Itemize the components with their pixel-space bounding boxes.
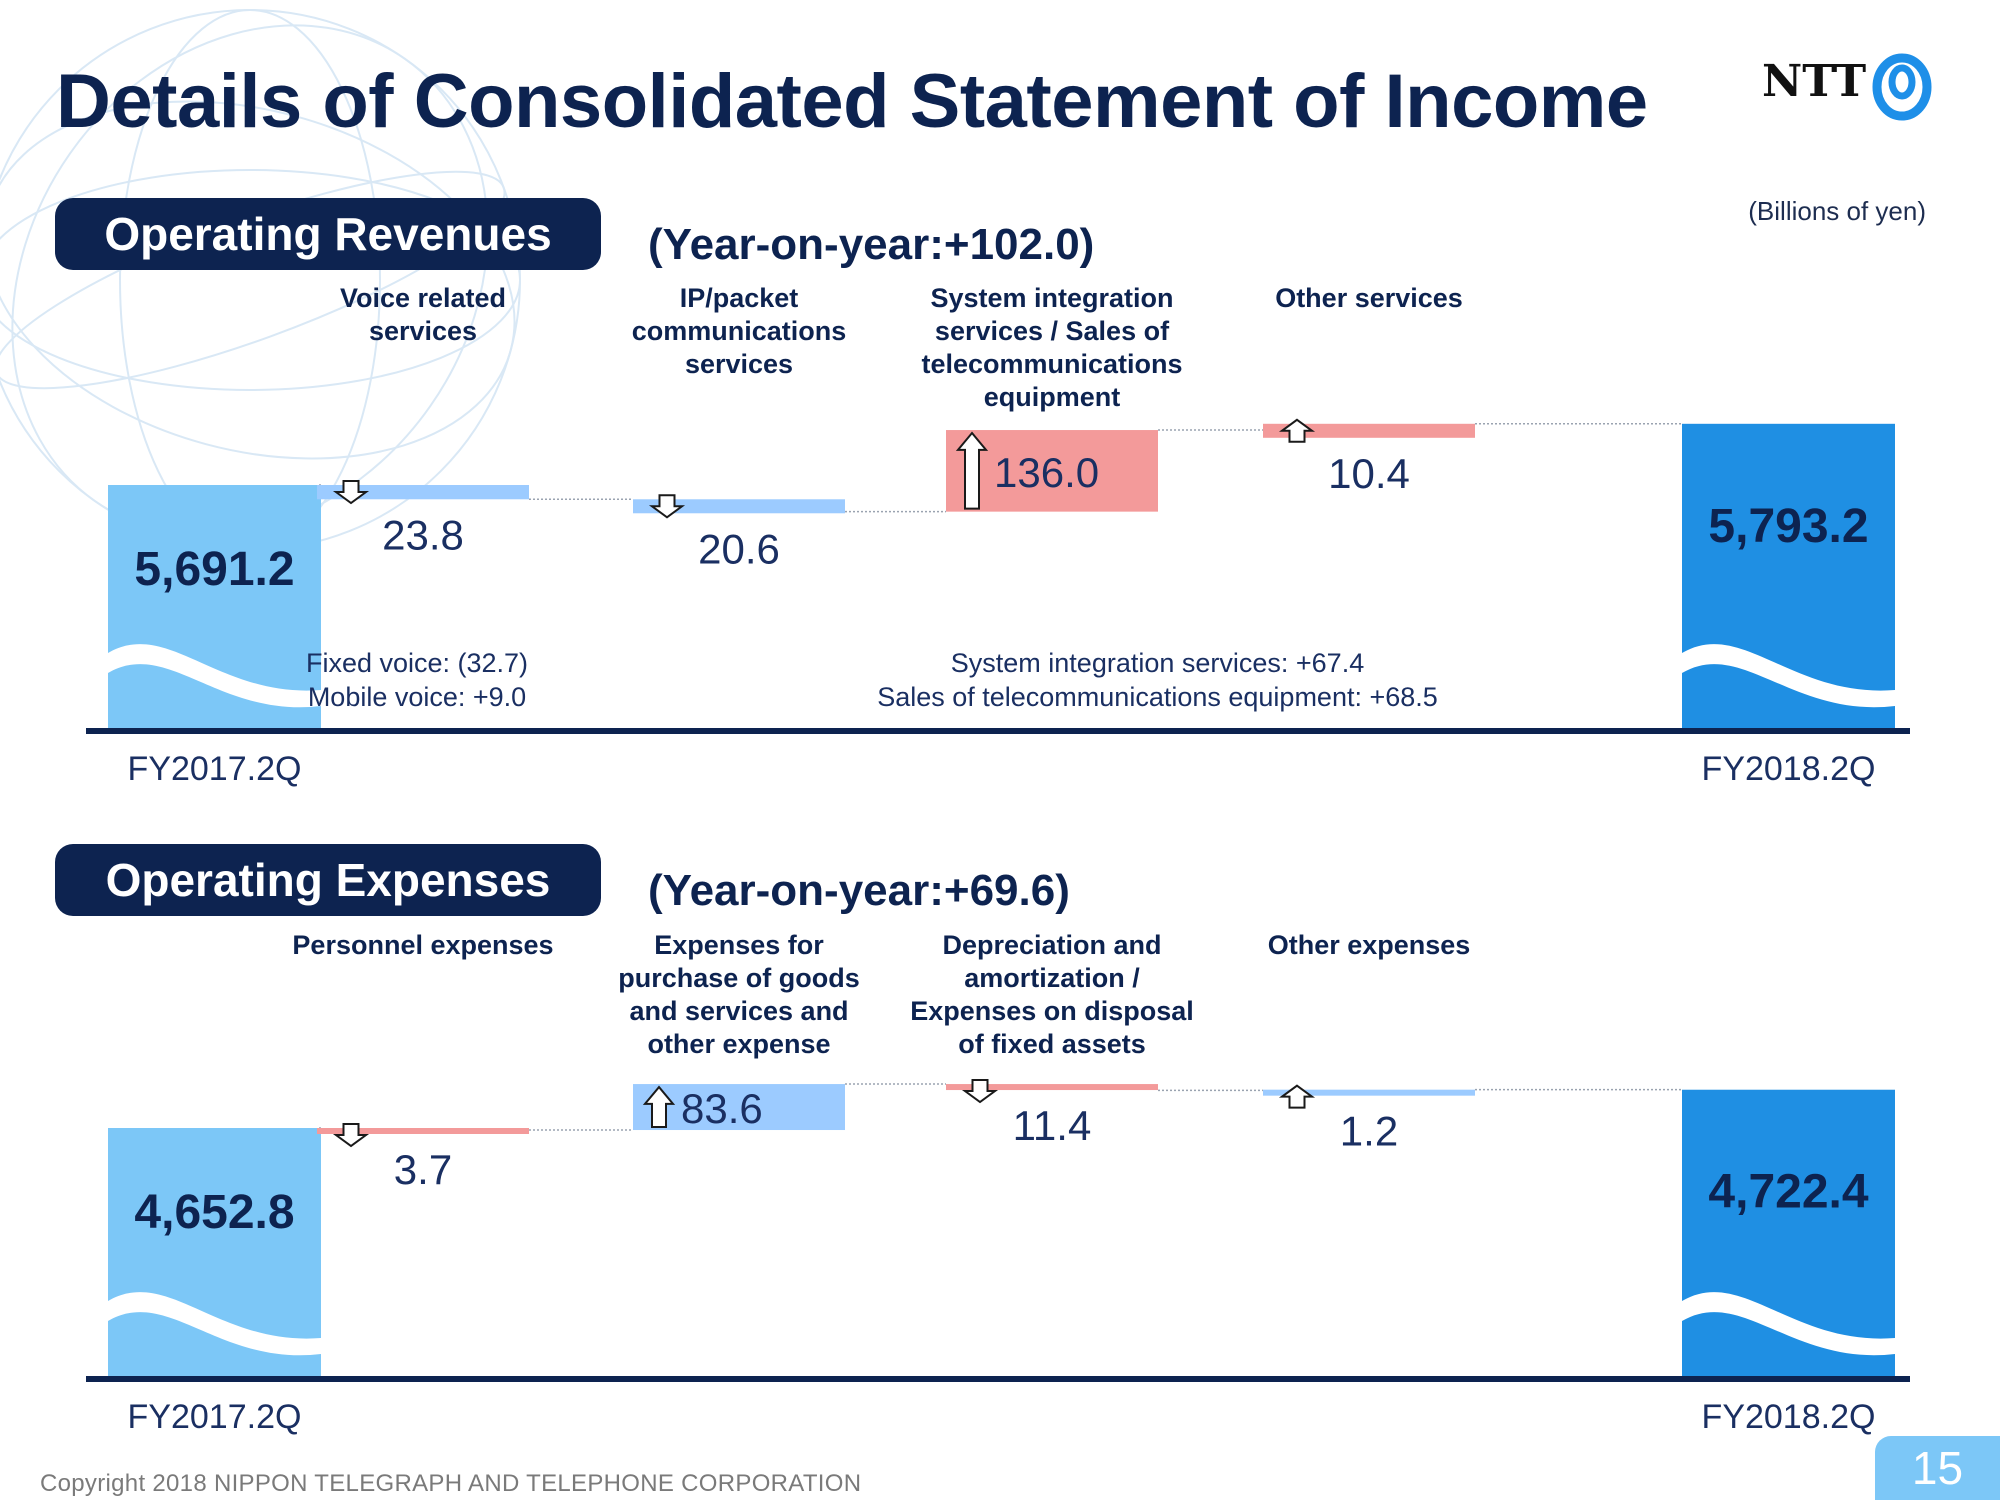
section-pill-revenues: Operating Revenues [55, 198, 601, 270]
category-label: purchase of goods [618, 963, 860, 993]
annotation-text: System integration services: +67.4 [951, 648, 1364, 678]
data-label: 136.0 [994, 449, 1099, 496]
data-label: 1.2 [1340, 1108, 1398, 1155]
end-value-label: 5,793.2 [1708, 500, 1868, 553]
down-arrow-icon [961, 1079, 999, 1104]
page-title: Details of Consolidated Statement of Inc… [56, 59, 1648, 144]
up-arrow-icon [1278, 418, 1316, 443]
category-label: Depreciation and [942, 930, 1161, 960]
waterfall-bar [946, 1084, 1158, 1091]
category-label: communications [632, 316, 847, 346]
waterfall-chart-revenues: 5,691.2 5,793.2 FY2017.2Q FY2018.2Q 23.8 Voic… [86, 283, 1910, 788]
data-label: 20.6 [698, 525, 780, 572]
category-label: services / Sales of [935, 316, 1170, 346]
category-label: IP/packet [680, 283, 799, 313]
waterfall-bar [1263, 423, 1475, 438]
annotation-text: Mobile voice: +9.0 [308, 682, 526, 712]
ntt-logo-text: NTT [1762, 56, 1867, 107]
data-label: 3.7 [394, 1146, 452, 1193]
end-value-label: 4,722.4 [1708, 1166, 1868, 1219]
category-label: Personnel expenses [292, 930, 553, 960]
copyright-text: Copyright 2018 NIPPON TELEGRAPH AND TELE… [40, 1470, 862, 1497]
baseline-axis [86, 728, 1910, 734]
up-arrow-icon [955, 431, 989, 510]
category-label: services [369, 316, 477, 346]
category-label: Expenses on disposal [910, 996, 1194, 1026]
baseline-axis [86, 1376, 1910, 1382]
up-arrow-icon [1278, 1084, 1316, 1109]
end-bar-wave [1682, 644, 1895, 708]
category-label: Other services [1275, 283, 1463, 313]
start-bar-wave [108, 1292, 321, 1356]
x-tick-label-start: FY2017.2Q [128, 750, 302, 788]
yoy-revenues: (Year-on-year:+102.0) [648, 220, 1095, 269]
category-label: and services and [629, 996, 848, 1026]
waterfall-bar [1263, 1089, 1475, 1096]
category-label: Voice related [340, 283, 506, 313]
category-label: equipment [984, 382, 1121, 412]
annotation-text: Sales of telecommunications equipment: +… [877, 682, 1438, 712]
waterfall-bar [633, 499, 845, 514]
yoy-expenses: (Year-on-year:+69.6) [648, 866, 1070, 915]
ntt-swirl-icon [1872, 53, 1932, 121]
waterfall-chart-expenses: 4,652.8 4,722.4 FY2017.2Q FY2018.2Q 3.7 Perso… [86, 930, 1910, 1436]
category-label: telecommunications [921, 349, 1182, 379]
x-tick-label-start: FY2017.2Q [128, 1398, 302, 1436]
annotation-text: Fixed voice: (32.7) [306, 648, 528, 678]
data-label: 83.6 [681, 1085, 763, 1132]
category-label: Expenses for [654, 930, 824, 960]
category-label: other expense [647, 1029, 830, 1059]
units-label: (Billions of yen) [1748, 196, 1926, 226]
data-label: 23.8 [382, 511, 464, 558]
up-arrow-icon [642, 1085, 676, 1129]
category-label: Other expenses [1268, 930, 1471, 960]
start-value-label: 5,691.2 [134, 543, 294, 596]
waterfall-bar [317, 485, 529, 500]
start-bar-wave [108, 644, 321, 708]
down-arrow-icon [648, 494, 686, 519]
section-pill-expenses: Operating Expenses [55, 844, 601, 916]
category-label: System integration [930, 283, 1173, 313]
start-value-label: 4,652.8 [134, 1186, 294, 1239]
data-label: 11.4 [1013, 1102, 1092, 1149]
data-label: 10.4 [1328, 450, 1410, 497]
page-number: 15 [1875, 1436, 2000, 1500]
x-tick-label-end: FY2018.2Q [1702, 750, 1876, 788]
down-arrow-icon [332, 480, 370, 505]
category-label: amortization / [964, 963, 1140, 993]
down-arrow-icon [332, 1123, 370, 1148]
x-tick-label-end: FY2018.2Q [1702, 1398, 1876, 1436]
category-label: services [685, 349, 793, 379]
waterfall-bar [633, 1084, 845, 1131]
waterfall-bar [317, 1128, 529, 1134]
category-label: of fixed assets [958, 1029, 1146, 1059]
end-bar-wave [1682, 1292, 1895, 1356]
